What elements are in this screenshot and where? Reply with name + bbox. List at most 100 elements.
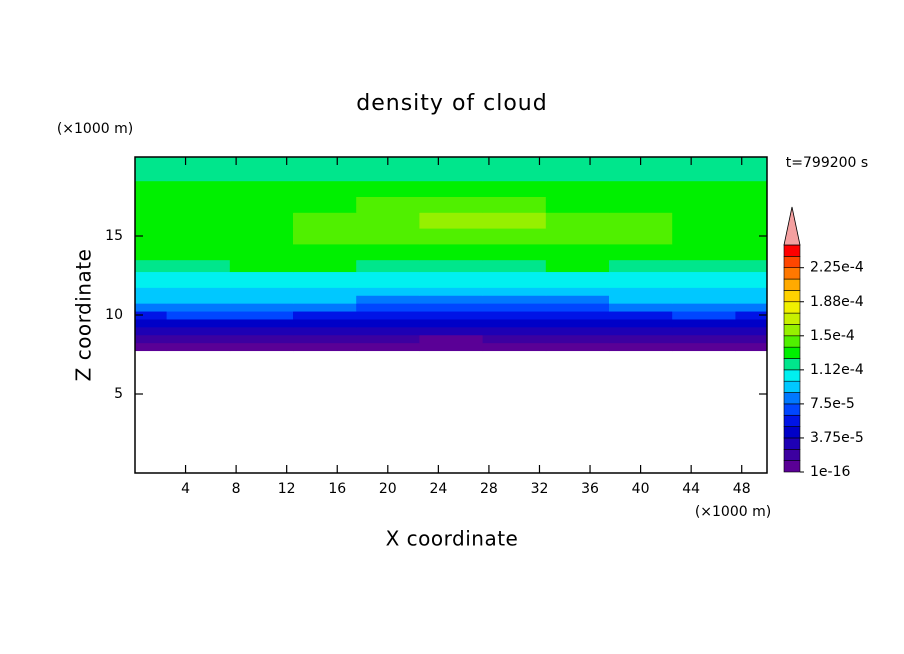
contour-cell — [609, 287, 673, 296]
contour-cell — [166, 326, 231, 336]
colorbar-band — [783, 278, 801, 291]
contour-cell — [609, 311, 673, 320]
contour-cell — [166, 334, 231, 344]
contour-cell — [419, 342, 484, 352]
contour-field — [135, 157, 768, 352]
contour-cell — [672, 287, 736, 296]
contour-cell — [293, 287, 357, 296]
contour-cell — [293, 259, 357, 273]
contour-cell — [356, 180, 420, 197]
contour-cell — [135, 295, 168, 304]
contour-cell — [419, 334, 484, 344]
contour-cell — [293, 318, 357, 328]
contour-cell — [735, 271, 768, 280]
y-axis-label: Z coordinate — [72, 249, 96, 382]
contour-cell — [482, 342, 547, 352]
contour-cell — [735, 243, 768, 261]
colorbar-band — [783, 460, 801, 473]
contour-cell — [609, 243, 673, 261]
time-annotation: t=799200 s — [786, 155, 868, 171]
contour-cell — [293, 228, 357, 245]
contour-cell — [356, 168, 420, 182]
contour-cell — [229, 271, 294, 280]
contour-cell — [356, 212, 420, 229]
contour-cell — [545, 157, 610, 170]
contour-cell — [419, 295, 484, 304]
contour-cell — [229, 303, 294, 312]
contour-cell — [166, 311, 231, 320]
contour-cell — [545, 326, 610, 336]
contour-cell — [229, 287, 294, 296]
contour-cell — [419, 196, 484, 213]
x-tick-label: 12 — [278, 481, 296, 497]
contour-cell — [135, 212, 168, 229]
contour-cell — [672, 311, 736, 320]
contour-cell — [609, 196, 673, 213]
contour-cell — [419, 326, 484, 336]
contour-cell — [672, 259, 736, 273]
contour-cell — [545, 318, 610, 328]
contour-cell — [545, 212, 610, 229]
contour-cell — [672, 303, 736, 312]
chart-title: density of cloud — [356, 91, 547, 116]
contour-cell — [166, 287, 231, 296]
contour-cell — [735, 180, 768, 197]
contour-cell — [419, 157, 484, 170]
contour-cell — [356, 295, 420, 304]
contour-cell — [545, 271, 610, 280]
contour-cell — [672, 326, 736, 336]
contour-cell — [356, 228, 420, 245]
contour-cell — [166, 168, 231, 182]
contour-cell — [356, 243, 420, 261]
colorbar-band — [783, 414, 801, 427]
colorbar-tick-label: 2.25e-4 — [810, 260, 864, 276]
contour-cell — [166, 295, 231, 304]
contour-cell — [482, 271, 547, 280]
contour-cell — [166, 342, 231, 352]
contour-cell — [166, 212, 231, 229]
x-unit: (×1000 m) — [695, 504, 771, 520]
contour-cell — [356, 311, 420, 320]
contour-cell — [735, 259, 768, 273]
contour-cell — [293, 295, 357, 304]
contour-cell — [293, 157, 357, 170]
colorbar-over — [783, 206, 801, 246]
contour-cell — [545, 243, 610, 261]
contour-cell — [672, 196, 736, 213]
contour-cell — [135, 168, 168, 182]
x-tick-label: 28 — [480, 481, 498, 497]
colorbar-band — [783, 290, 801, 303]
contour-cell — [735, 287, 768, 296]
x-tick-label: 8 — [232, 481, 241, 497]
contour-cell — [229, 342, 294, 352]
contour-cell — [672, 180, 736, 197]
contour-cell — [293, 243, 357, 261]
colorbar-band — [783, 346, 801, 359]
contour-cell — [735, 196, 768, 213]
contour-cell — [135, 271, 168, 280]
x-axis-label: X coordinate — [386, 527, 519, 551]
colorbar-band — [783, 256, 801, 269]
contour-cell — [356, 259, 420, 273]
contour-cell — [293, 326, 357, 336]
colorbar-band — [783, 426, 801, 439]
contour-cell — [609, 303, 673, 312]
contour-cell — [293, 334, 357, 344]
contour-cell — [482, 180, 547, 197]
contour-cell — [545, 342, 610, 352]
contour-cell — [482, 259, 547, 273]
contour-cell — [482, 326, 547, 336]
contour-cell — [545, 295, 610, 304]
x-tick-label: 20 — [379, 481, 397, 497]
contour-cell — [293, 342, 357, 352]
contour-cell — [293, 212, 357, 229]
contour-cell — [229, 259, 294, 273]
contour-cell — [482, 334, 547, 344]
contour-cell — [545, 180, 610, 197]
contour-cell — [482, 311, 547, 320]
contour-cell — [735, 303, 768, 312]
x-tick-label: 48 — [733, 481, 751, 497]
contour-cell — [229, 311, 294, 320]
y-tick-label: 15 — [105, 228, 123, 244]
contour-cell — [482, 212, 547, 229]
